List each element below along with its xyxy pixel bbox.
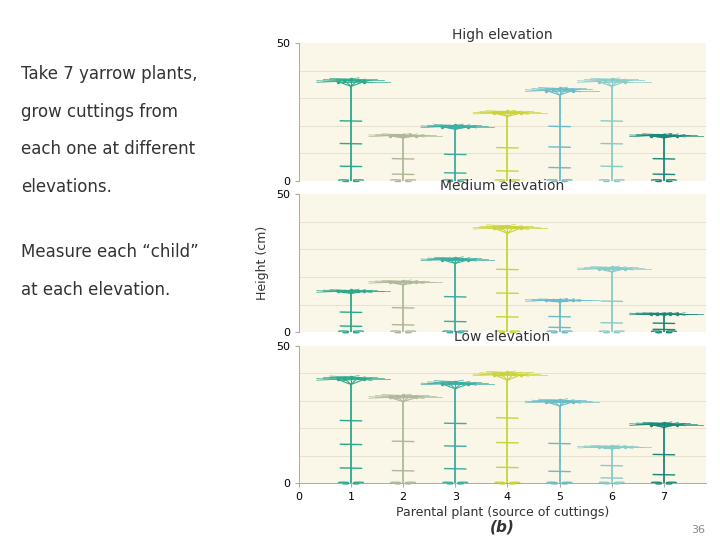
Title: High elevation: High elevation — [452, 28, 552, 42]
Title: Low elevation: Low elevation — [454, 330, 550, 345]
Text: Measure each “child”: Measure each “child” — [21, 243, 199, 261]
Text: Take 7 yarrow plants,: Take 7 yarrow plants, — [21, 65, 197, 83]
X-axis label: Parental plant (source of cuttings): Parental plant (source of cuttings) — [395, 507, 609, 519]
Text: each one at different: each one at different — [21, 140, 195, 158]
Text: grow cuttings from: grow cuttings from — [21, 103, 178, 120]
Text: (b): (b) — [490, 519, 515, 535]
Text: 36: 36 — [692, 524, 706, 535]
Text: Height (cm): Height (cm) — [256, 226, 269, 300]
Text: at each elevation.: at each elevation. — [21, 281, 170, 299]
Title: Medium elevation: Medium elevation — [440, 179, 564, 193]
Text: elevations.: elevations. — [21, 178, 112, 196]
